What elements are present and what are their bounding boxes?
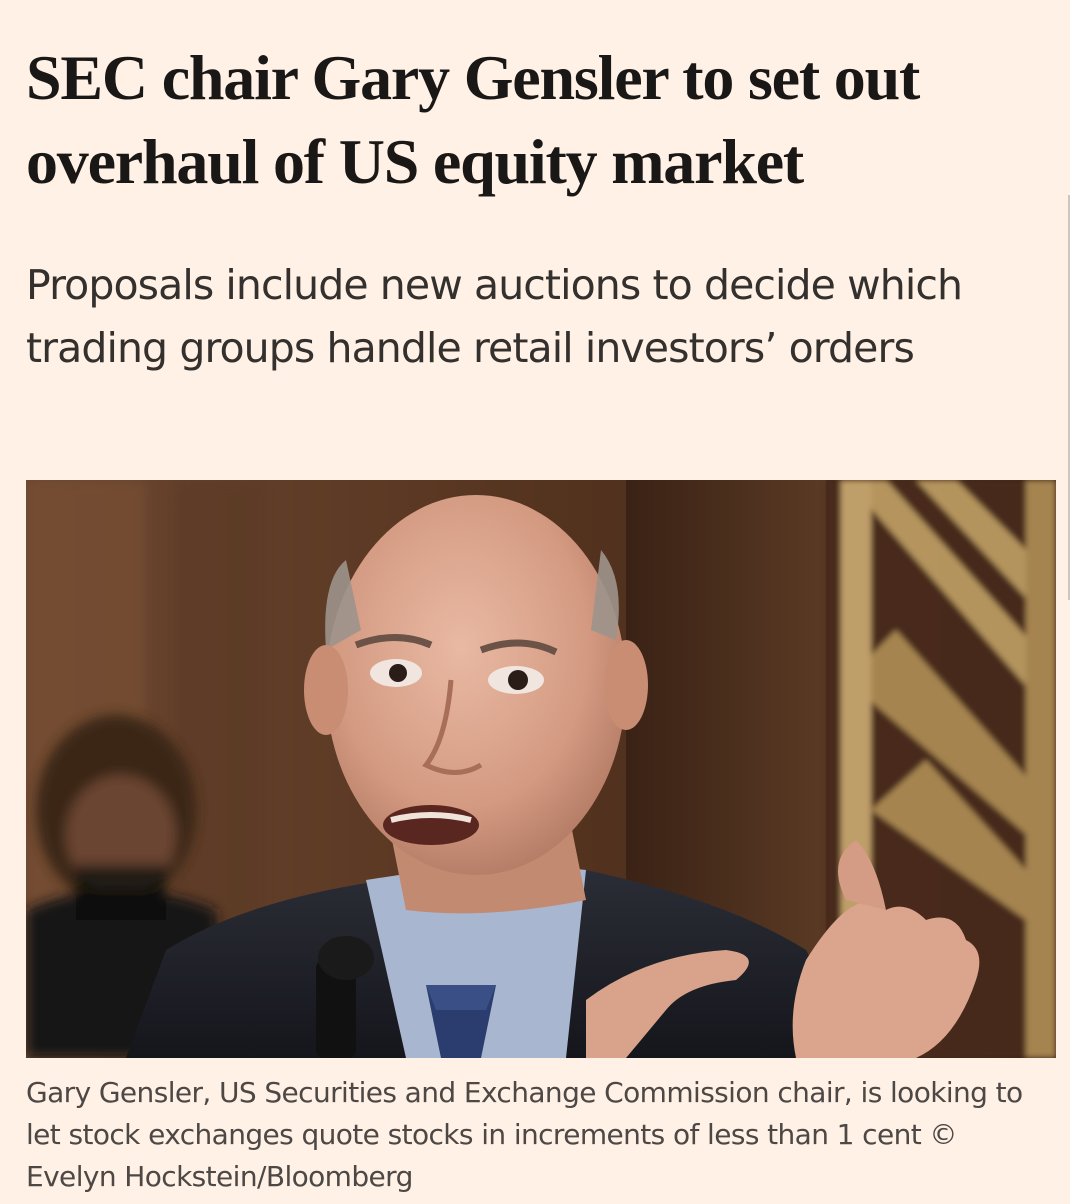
scrollbar-thumb[interactable] (1068, 195, 1070, 600)
article-headline: SEC chair Gary Gensler to set out overha… (26, 42, 920, 197)
photo-caption: Gary Gensler, US Securities and Exchange… (26, 1076, 1023, 1193)
article-standfirst: Proposals include new auctions to decide… (26, 261, 963, 372)
scrollbar-track[interactable] (1067, 0, 1070, 1204)
article-photo (26, 480, 1056, 1058)
